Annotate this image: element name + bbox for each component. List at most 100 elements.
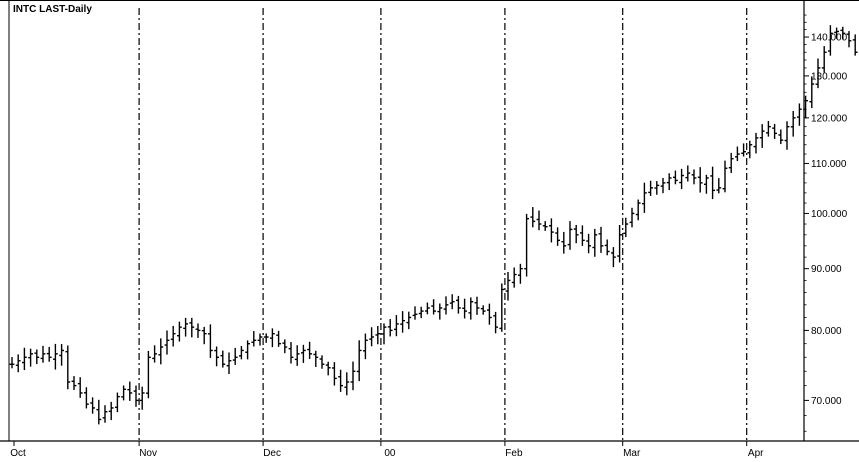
x-tick-label: Mar [623,448,641,459]
x-tick-label: Apr [748,448,764,459]
y-tick-label: 70.000 [811,396,842,407]
chart-title: INTC LAST-Daily [13,4,92,15]
ohlc-bar [821,46,827,73]
ohlc-bar [400,311,405,333]
ohlc-bar [201,326,207,345]
ohlc-bar [555,227,560,246]
ohlc-bar [524,213,529,277]
x-tick-label: Dec [263,448,281,459]
ohlc-bar [375,325,381,345]
price-bars [9,25,858,425]
month-gridlines [138,8,748,441]
ohlc-bar [747,140,753,159]
ohlc-bar [28,348,33,367]
ohlc-bar [53,343,58,370]
ohlc-bar [449,294,455,310]
ohlc-bar [133,385,139,407]
ohlc-bar [139,386,145,410]
ohlc-bar [592,228,598,257]
ohlc-bar [679,168,684,190]
ohlc-bar [363,333,368,360]
ohlc-bar [673,170,678,185]
ohlc-bar [530,207,536,228]
ohlc-bar [270,328,275,348]
ohlc-bar [846,31,852,48]
ohlc-bar [704,174,709,194]
ohlc-bar [598,226,604,253]
x-axis-ticks: Oct Nov Dec 00 Feb Mar Apr [10,441,764,459]
ohlc-bar [121,385,126,401]
ohlc-bar [660,177,666,194]
ohlc-bar [15,354,21,373]
ohlc-bar [84,387,89,409]
ohlc-bar [276,330,281,347]
ohlc-bar [604,239,610,256]
ohlc-bar [741,143,746,157]
ohlc-bar [102,405,108,423]
ohlc-bar [152,345,157,363]
ohlc-bar [536,210,542,231]
ohlc-bar [183,317,188,337]
ohlc-bar [239,346,244,360]
ohlc-bar [406,311,412,330]
ohlc-bar [9,357,15,369]
ohlc-bar [195,323,201,338]
ohlc-bar [251,331,257,347]
ohlc-bar [456,295,461,314]
ohlc-bar [257,333,263,346]
ohlc-bar [778,129,784,145]
ohlc-bar [437,303,443,320]
ohlc-bar [96,399,102,425]
ohlc-bar [685,165,691,182]
ohlc-bar [232,347,238,365]
ohlc-bar [722,160,728,193]
ohlc-bar [108,401,114,421]
ohlc-bar [263,333,269,343]
ohlc-bar [381,323,387,345]
ohlc-bar [146,350,151,399]
ohlc-bar [369,327,374,347]
ohlc-bar [567,221,573,250]
x-tick-label: 00 [384,448,396,459]
ohlc-bar [245,340,250,360]
ohlc-bar [40,345,46,363]
y-tick-label: 100.000 [811,209,848,220]
ohlc-bar [766,120,771,137]
ohlc-bar [356,340,362,382]
ohlc-bar [623,217,629,238]
ohlc-bar [412,306,418,320]
ohlc-bar [394,315,399,337]
ohlc-bar [493,311,498,334]
ohlc-bar [350,361,356,391]
ohlc-bar [542,221,548,231]
y-tick-label: 130.000 [811,71,848,82]
x-tick-label: Nov [139,448,157,459]
ohlc-bar [443,296,449,315]
ohlc-bar [716,178,722,194]
ohlc-bar [313,350,319,367]
ohlc-bar [635,199,641,221]
ohlc-bar [580,225,585,246]
ohlc-bar [518,263,523,284]
ohlc-bar [666,173,672,191]
ohlc-bar [418,306,424,319]
ohlc-bar [307,341,312,359]
ohlc-bar [59,344,64,366]
ohlc-bar [487,303,492,325]
ohlc-bar [642,182,647,213]
ohlc-bar [34,349,40,365]
ohlc-bar [288,342,294,364]
y-tick-label: 140.000 [811,33,848,44]
ohlc-bar [549,218,554,243]
ohlc-bar [759,124,765,148]
y-tick-label: 80.000 [811,326,842,337]
ohlc-bar [815,58,821,89]
y-tick-label: 90.000 [811,264,842,275]
ohlc-bar [164,330,170,355]
ohlc-bar [319,355,325,369]
ohlc-bar [468,297,474,320]
x-tick-label: Oct [10,448,26,459]
ohlc-bar [431,299,436,315]
ohlc-bar [65,345,71,390]
ohlc-bar [505,272,511,301]
